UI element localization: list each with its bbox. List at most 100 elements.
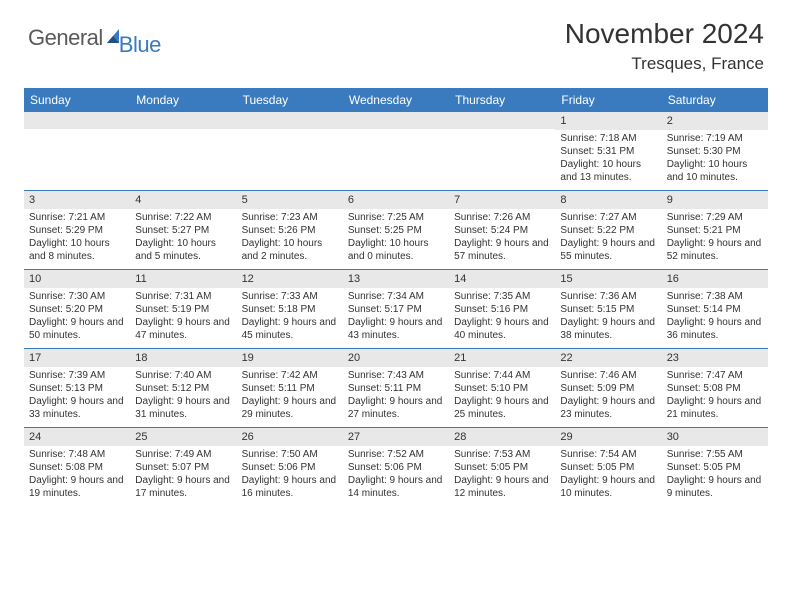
day-number: 8 (555, 191, 661, 209)
day-number: 5 (237, 191, 343, 209)
sunset-text: Sunset: 5:16 PM (454, 303, 550, 316)
sunrise-text: Sunrise: 7:19 AM (667, 132, 763, 145)
sunset-text: Sunset: 5:12 PM (135, 382, 231, 395)
day-cell: 20Sunrise: 7:43 AMSunset: 5:11 PMDayligh… (343, 349, 449, 427)
sunrise-text: Sunrise: 7:54 AM (560, 448, 656, 461)
weekday-header-row: Sunday Monday Tuesday Wednesday Thursday… (24, 88, 768, 112)
sunset-text: Sunset: 5:25 PM (348, 224, 444, 237)
location-label: Tresques, France (565, 54, 764, 74)
day-details: Sunrise: 7:46 AMSunset: 5:09 PMDaylight:… (555, 367, 661, 425)
day-details: Sunrise: 7:29 AMSunset: 5:21 PMDaylight:… (662, 209, 768, 267)
day-cell: 6Sunrise: 7:25 AMSunset: 5:25 PMDaylight… (343, 191, 449, 269)
weekday-header: Wednesday (343, 88, 449, 112)
daylight-text: Daylight: 9 hours and 40 minutes. (454, 316, 550, 342)
day-number: 15 (555, 270, 661, 288)
day-number (24, 112, 130, 129)
day-number: 21 (449, 349, 555, 367)
sunrise-text: Sunrise: 7:30 AM (29, 290, 125, 303)
daylight-text: Daylight: 9 hours and 27 minutes. (348, 395, 444, 421)
day-details: Sunrise: 7:39 AMSunset: 5:13 PMDaylight:… (24, 367, 130, 425)
day-number: 14 (449, 270, 555, 288)
day-cell (343, 112, 449, 190)
day-number: 18 (130, 349, 236, 367)
day-cell: 1Sunrise: 7:18 AMSunset: 5:31 PMDaylight… (555, 112, 661, 190)
sunrise-text: Sunrise: 7:48 AM (29, 448, 125, 461)
day-number: 26 (237, 428, 343, 446)
day-number: 29 (555, 428, 661, 446)
day-number: 2 (662, 112, 768, 130)
sunrise-text: Sunrise: 7:52 AM (348, 448, 444, 461)
day-details: Sunrise: 7:49 AMSunset: 5:07 PMDaylight:… (130, 446, 236, 504)
day-cell (130, 112, 236, 190)
weeks-container: 1Sunrise: 7:18 AMSunset: 5:31 PMDaylight… (24, 112, 768, 506)
sunset-text: Sunset: 5:06 PM (348, 461, 444, 474)
sunrise-text: Sunrise: 7:21 AM (29, 211, 125, 224)
sunset-text: Sunset: 5:21 PM (667, 224, 763, 237)
daylight-text: Daylight: 9 hours and 31 minutes. (135, 395, 231, 421)
day-cell: 9Sunrise: 7:29 AMSunset: 5:21 PMDaylight… (662, 191, 768, 269)
title-block: November 2024 Tresques, France (565, 18, 764, 74)
day-cell: 12Sunrise: 7:33 AMSunset: 5:18 PMDayligh… (237, 270, 343, 348)
day-number (449, 112, 555, 129)
sunset-text: Sunset: 5:05 PM (667, 461, 763, 474)
daylight-text: Daylight: 9 hours and 17 minutes. (135, 474, 231, 500)
day-number: 27 (343, 428, 449, 446)
sunset-text: Sunset: 5:15 PM (560, 303, 656, 316)
day-number: 24 (24, 428, 130, 446)
day-cell: 10Sunrise: 7:30 AMSunset: 5:20 PMDayligh… (24, 270, 130, 348)
day-details: Sunrise: 7:54 AMSunset: 5:05 PMDaylight:… (555, 446, 661, 504)
daylight-text: Daylight: 9 hours and 14 minutes. (348, 474, 444, 500)
daylight-text: Daylight: 9 hours and 55 minutes. (560, 237, 656, 263)
sunset-text: Sunset: 5:05 PM (454, 461, 550, 474)
day-details: Sunrise: 7:23 AMSunset: 5:26 PMDaylight:… (237, 209, 343, 267)
daylight-text: Daylight: 9 hours and 38 minutes. (560, 316, 656, 342)
day-number: 23 (662, 349, 768, 367)
daylight-text: Daylight: 10 hours and 10 minutes. (667, 158, 763, 184)
day-number: 4 (130, 191, 236, 209)
sunset-text: Sunset: 5:30 PM (667, 145, 763, 158)
sunrise-text: Sunrise: 7:31 AM (135, 290, 231, 303)
daylight-text: Daylight: 9 hours and 25 minutes. (454, 395, 550, 421)
week-row: 24Sunrise: 7:48 AMSunset: 5:08 PMDayligh… (24, 427, 768, 506)
sunrise-text: Sunrise: 7:40 AM (135, 369, 231, 382)
day-details: Sunrise: 7:26 AMSunset: 5:24 PMDaylight:… (449, 209, 555, 267)
day-number: 13 (343, 270, 449, 288)
daylight-text: Daylight: 9 hours and 45 minutes. (242, 316, 338, 342)
day-number: 28 (449, 428, 555, 446)
sunset-text: Sunset: 5:08 PM (29, 461, 125, 474)
weekday-header: Monday (130, 88, 236, 112)
day-details: Sunrise: 7:35 AMSunset: 5:16 PMDaylight:… (449, 288, 555, 346)
day-number: 12 (237, 270, 343, 288)
sunrise-text: Sunrise: 7:47 AM (667, 369, 763, 382)
sunset-text: Sunset: 5:08 PM (667, 382, 763, 395)
logo-text-general: General (28, 25, 103, 51)
day-cell: 8Sunrise: 7:27 AMSunset: 5:22 PMDaylight… (555, 191, 661, 269)
sunset-text: Sunset: 5:24 PM (454, 224, 550, 237)
sunset-text: Sunset: 5:05 PM (560, 461, 656, 474)
day-cell: 17Sunrise: 7:39 AMSunset: 5:13 PMDayligh… (24, 349, 130, 427)
day-details: Sunrise: 7:36 AMSunset: 5:15 PMDaylight:… (555, 288, 661, 346)
day-details: Sunrise: 7:18 AMSunset: 5:31 PMDaylight:… (555, 130, 661, 188)
day-number (237, 112, 343, 129)
day-cell: 16Sunrise: 7:38 AMSunset: 5:14 PMDayligh… (662, 270, 768, 348)
day-cell: 5Sunrise: 7:23 AMSunset: 5:26 PMDaylight… (237, 191, 343, 269)
day-cell: 19Sunrise: 7:42 AMSunset: 5:11 PMDayligh… (237, 349, 343, 427)
day-number: 9 (662, 191, 768, 209)
daylight-text: Daylight: 9 hours and 9 minutes. (667, 474, 763, 500)
sunset-text: Sunset: 5:10 PM (454, 382, 550, 395)
daylight-text: Daylight: 9 hours and 52 minutes. (667, 237, 763, 263)
sunrise-text: Sunrise: 7:27 AM (560, 211, 656, 224)
day-cell: 11Sunrise: 7:31 AMSunset: 5:19 PMDayligh… (130, 270, 236, 348)
daylight-text: Daylight: 10 hours and 13 minutes. (560, 158, 656, 184)
day-details: Sunrise: 7:22 AMSunset: 5:27 PMDaylight:… (130, 209, 236, 267)
day-cell: 28Sunrise: 7:53 AMSunset: 5:05 PMDayligh… (449, 428, 555, 506)
day-details: Sunrise: 7:34 AMSunset: 5:17 PMDaylight:… (343, 288, 449, 346)
day-details: Sunrise: 7:50 AMSunset: 5:06 PMDaylight:… (237, 446, 343, 504)
day-details: Sunrise: 7:42 AMSunset: 5:11 PMDaylight:… (237, 367, 343, 425)
day-number: 19 (237, 349, 343, 367)
day-number: 1 (555, 112, 661, 130)
day-cell: 3Sunrise: 7:21 AMSunset: 5:29 PMDaylight… (24, 191, 130, 269)
day-details: Sunrise: 7:48 AMSunset: 5:08 PMDaylight:… (24, 446, 130, 504)
day-number (130, 112, 236, 129)
day-cell: 7Sunrise: 7:26 AMSunset: 5:24 PMDaylight… (449, 191, 555, 269)
